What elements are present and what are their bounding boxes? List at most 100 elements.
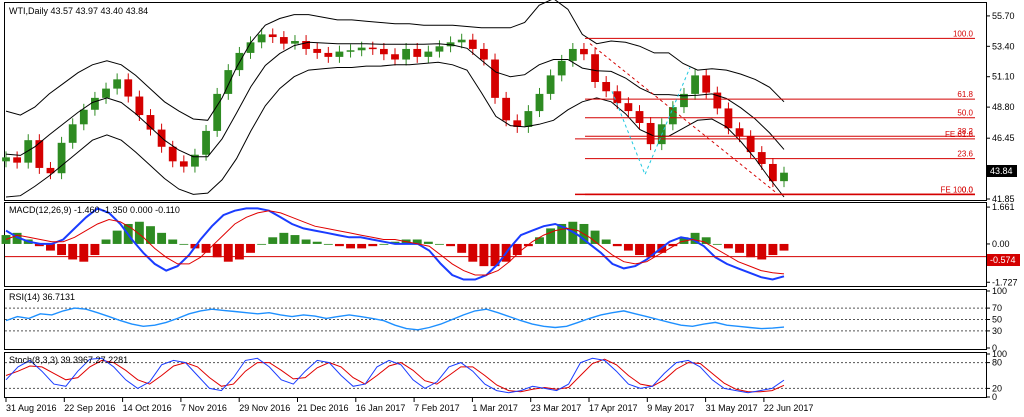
price-candle [757,152,766,164]
x-tick-label: 1 Mar 2017 [472,403,518,413]
macd-histogram-bar [390,241,400,244]
price-candle [557,60,566,76]
macd-histogram-bar [468,243,478,262]
stoch-label: Stoch(8,3,3) 39.3967 27.2281 [9,355,128,365]
macd-histogram-bar [701,237,711,244]
bollinger-upper [5,0,785,121]
macd-histogram-bar [234,243,244,260]
price-candle [24,140,33,163]
fibonacci-levels: 100.0 61.8 50.0 38.2FE 61.8 23.6 FE 100.00.0 [575,29,975,196]
axes: 55.7053.4051.1048.8046.4544.1541.851.661… [5,11,1018,413]
y-tick-label: 80 [992,358,1002,368]
price-candle [324,52,333,57]
price-candle [168,146,177,162]
macd-current-badge [987,254,1020,266]
macd-histogram-bar [68,243,78,260]
fib-level-label: 0.0 [962,185,974,194]
macd-histogram-bar [279,232,289,244]
rsi-series [5,307,986,332]
price-candle [2,157,10,162]
x-tick-label: 29 Nov 2016 [239,403,290,413]
macd-histogram-bar [201,243,211,253]
macd-histogram-bar [368,243,378,247]
price-candle [768,163,777,182]
price-candle [35,140,44,168]
x-tick-label: 22 Jun 2017 [764,403,814,413]
price-candle [135,96,144,116]
price-candle [357,47,366,51]
price-candle [279,37,288,44]
y-tick-label: 0 [992,392,997,402]
price-candle [491,59,499,98]
macd-histogram-bar [90,243,100,256]
macd-histogram-bar [346,243,355,249]
macd-histogram-bar [379,243,389,245]
fib-level-label: 61.8 [957,90,973,99]
price-candle [724,108,733,129]
x-tick-label: 31 Aug 2016 [6,403,57,413]
fib-level-label: 100.0 [953,29,974,38]
macd-histogram-bar [290,235,300,244]
price-candle [635,111,644,123]
price-candle [502,97,511,121]
macd-histogram-bar [723,243,733,249]
macd-histogram-bar [246,243,255,253]
macd-histogram-bar [301,239,311,244]
y-tick-label: 46.45 [992,133,1015,143]
fib-level-label: 50.0 [957,109,973,118]
price-candle [57,142,66,174]
price-candle [213,93,222,131]
price-candle [602,82,611,92]
macd-panel [4,202,987,287]
macd-histogram-bar [257,243,267,245]
price-candle [146,115,155,130]
macd-histogram-bar [101,239,111,244]
price-candle [513,120,522,127]
y-tick-label: 1.661 [992,202,1015,212]
price-panel [4,2,987,201]
price-candle [224,70,233,94]
macd-histogram-bar [735,243,744,253]
price-candle [124,79,133,97]
macd-histogram-bar [34,243,44,247]
macd-histogram-bar [334,243,344,247]
x-tick-label: 22 Sep 2016 [64,403,115,413]
price-series [2,0,788,198]
macd-histogram-bar [601,239,611,244]
price-candle [379,48,388,55]
y-tick-label: 55.70 [992,11,1015,21]
last-price-badge [987,165,1017,177]
price-candle [191,154,199,167]
macd-histogram-bar [535,237,544,244]
price-candle [13,157,22,163]
price-candle [746,136,755,153]
price-candle [313,48,322,53]
x-tick-label: 7 Feb 2017 [414,403,460,413]
macd-histogram-bar [435,243,444,245]
macd-histogram-bar [457,243,467,253]
y-tick-label: 70 [992,303,1002,313]
price-candle [402,48,411,60]
macd-histogram-bar [512,243,522,256]
fib-level-label: FE 61.8 [945,130,974,139]
fib-level-label: FE 100.0 [941,185,974,194]
y-tick-label: 53.40 [992,41,1015,51]
x-tick-label: 21 Dec 2016 [298,403,349,413]
chart-title: WTI,Daily 43.57 43.97 43.40 43.84 [9,6,148,16]
price-candle [646,122,655,145]
macd-histogram-bar [212,243,222,258]
macd-histogram-bar [57,243,67,256]
macd-histogram-bar [635,243,644,256]
macd-histogram-bar [146,226,155,244]
y-tick-label: 48.80 [992,102,1015,112]
price-candle [702,75,711,93]
x-tick-label: 14 Oct 2016 [123,403,172,413]
price-candle [480,48,488,60]
price-candle [91,97,99,110]
price-candle [68,124,77,143]
macd-histogram-bar [79,243,89,262]
price-candle [680,93,688,108]
price-candle [268,34,277,38]
y-tick-label: 0.00 [992,239,1010,249]
